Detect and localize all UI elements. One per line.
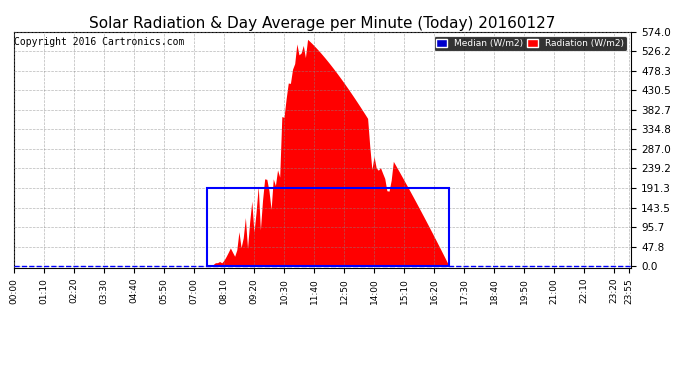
Bar [207,188,449,266]
Legend: Median (W/m2), Radiation (W/m2): Median (W/m2), Radiation (W/m2) [433,36,627,51]
Text: Copyright 2016 Cartronics.com: Copyright 2016 Cartronics.com [14,37,185,46]
Title: Solar Radiation & Day Average per Minute (Today) 20160127: Solar Radiation & Day Average per Minute… [90,16,555,31]
